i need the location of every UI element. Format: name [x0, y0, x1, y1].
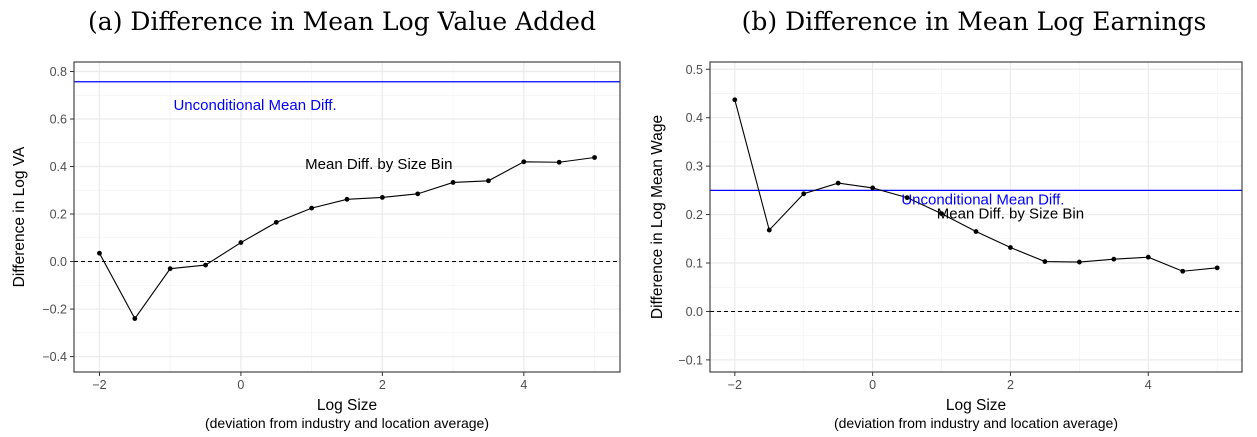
x-tick-label: −2	[92, 378, 106, 392]
y-tick-label: 0.8	[50, 65, 67, 79]
chart-title: (a) Difference in Mean Log Value Added	[88, 7, 596, 36]
data-point	[1145, 254, 1151, 260]
data-point	[835, 180, 841, 186]
y-tick-label: 0.5	[686, 63, 703, 77]
data-point	[766, 227, 772, 233]
panel-border	[709, 61, 1243, 373]
data-point	[1008, 245, 1013, 250]
x-tick-label: 0	[869, 378, 876, 392]
data-point	[1042, 259, 1048, 264]
data-point	[309, 205, 315, 211]
y-tick-label: −0.4	[42, 350, 67, 364]
x-axis-subtitle: (deviation from industry and location av…	[834, 415, 1118, 431]
annotation-size-bin: Mean Diff. by Size Bin	[937, 206, 1084, 223]
panel-border	[73, 61, 621, 373]
y-tick-label: 0.3	[686, 160, 703, 174]
data-point	[203, 262, 208, 268]
data-point	[97, 250, 102, 256]
data-point	[1214, 265, 1220, 271]
y-tick-label: 0.6	[50, 113, 67, 127]
y-tick-label: −0.2	[42, 303, 67, 317]
data-point	[273, 219, 279, 225]
data-point	[521, 159, 527, 165]
panel-a: (a) Difference in Mean Log Value Added Un…	[11, 7, 621, 431]
y-tick-label: 0.4	[686, 111, 703, 125]
data-point	[486, 178, 491, 184]
x-tick-label: 4	[1145, 378, 1152, 392]
data-point	[904, 195, 910, 201]
y-tick-label: 0.0	[50, 255, 67, 269]
y-tick-label: 0.2	[50, 208, 67, 222]
data-point	[379, 195, 385, 200]
y-tick-label: 0.2	[686, 208, 703, 222]
y-tick-label: −0.1	[678, 353, 703, 367]
data-point	[450, 180, 456, 185]
y-tick-label: 0.4	[50, 160, 67, 174]
data-point	[167, 266, 173, 272]
x-tick-label: 0	[237, 378, 244, 392]
data-point	[870, 185, 876, 191]
data-point	[415, 191, 421, 197]
grid	[74, 62, 620, 372]
data-point	[973, 229, 979, 234]
data-point	[556, 159, 562, 165]
annotation-size-bin: Mean Diff. by Size Bin	[305, 156, 452, 173]
x-tick-label: 4	[520, 378, 527, 392]
data-point	[801, 191, 807, 197]
y-tick-label: 0.0	[686, 305, 703, 319]
data-point	[1076, 259, 1082, 265]
y-tick-label: 0.1	[686, 257, 703, 271]
annotation-unconditional-mean: Unconditional Mean Diff.	[173, 97, 336, 114]
data-point	[132, 316, 138, 321]
series-line	[734, 99, 1218, 272]
data-point	[732, 97, 738, 103]
x-axis-title: Log Size	[317, 397, 377, 414]
x-tick-label: 2	[1007, 378, 1014, 392]
annotation-unconditional-mean: Unconditional Mean Diff.	[901, 192, 1064, 209]
data-point	[1111, 256, 1117, 262]
x-axis-subtitle: (deviation from industry and location av…	[205, 415, 489, 431]
data-point	[1180, 268, 1186, 274]
x-axis-title: Log Size	[946, 397, 1006, 414]
data-point	[939, 211, 944, 217]
y-axis-title: Difference in Log Mean Wage	[649, 115, 666, 319]
data-point	[238, 240, 244, 245]
chart-title: (b) Difference in Mean Log Earnings	[742, 7, 1207, 36]
x-tick-label: −2	[728, 378, 742, 392]
data-point	[592, 155, 597, 160]
panel-b: (b) Difference in Mean Log Earnings Uncon…	[649, 7, 1243, 431]
data-point	[344, 196, 350, 202]
y-axis-title: Difference in Log VA	[11, 146, 28, 287]
x-tick-label: 2	[379, 378, 386, 392]
